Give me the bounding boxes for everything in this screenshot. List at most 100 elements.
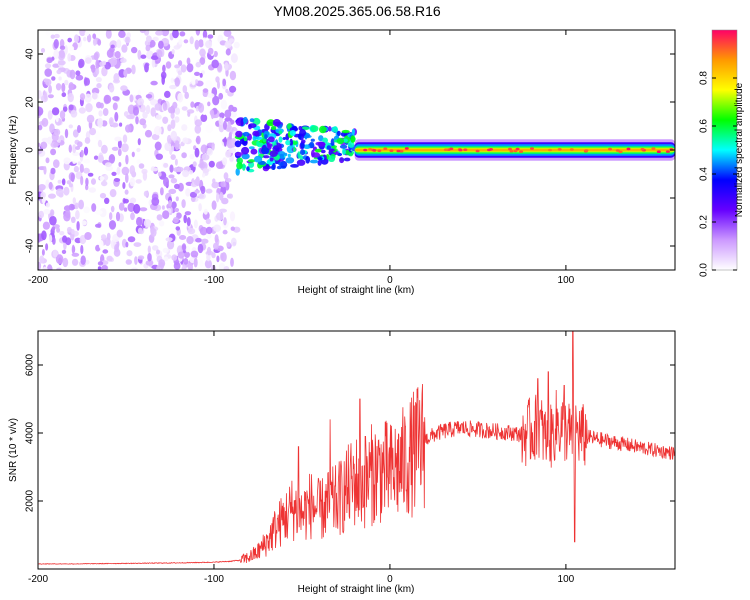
heatmap-cell (104, 197, 110, 204)
heatmap-cell (51, 76, 56, 81)
heatmap-cell (175, 196, 179, 202)
heatmap-cell (52, 249, 58, 258)
heatmap-cell (194, 147, 200, 158)
y-tick-label: 4000 (25, 421, 36, 444)
heatmap-cell (169, 164, 174, 173)
heatmap-cell (123, 198, 129, 204)
heatmap-cell (248, 123, 257, 128)
heatmap-cell (80, 244, 84, 255)
heatmap-cell (181, 124, 188, 131)
heatmap-cell (116, 39, 122, 49)
heatmap-cell (225, 178, 232, 183)
heatmap-cell (322, 137, 328, 144)
heatmap-cell (76, 221, 80, 231)
heatmap-cell (49, 215, 57, 226)
heatmap-cell (78, 60, 84, 69)
heatmap-cell (67, 92, 74, 103)
heatmap-cell (79, 30, 86, 37)
heatmap-cell (207, 47, 214, 55)
heatmap-cell (125, 259, 132, 265)
heatmap-cell (186, 57, 191, 65)
heatmap-cell (93, 52, 99, 61)
heatmap-cell (363, 148, 368, 152)
heatmap-cell (297, 151, 301, 159)
heatmap-cell (97, 117, 103, 128)
heatmap-cell (118, 202, 125, 211)
heatmap-cell (234, 152, 244, 157)
heatmap-cell (515, 147, 520, 151)
heatmap-cell (54, 33, 60, 39)
heatmap-cell (305, 156, 311, 164)
heatmap-cell (88, 187, 97, 193)
heatmap-cell (377, 149, 382, 153)
heatmap-cell (211, 200, 217, 210)
heatmap-cell (49, 123, 55, 134)
heatmap-cell (584, 149, 589, 152)
heatmap-cell (116, 229, 124, 238)
heatmap-cell (328, 126, 332, 132)
heatmap-cell (199, 259, 204, 268)
heatmap-cell (162, 64, 166, 73)
x-tick-label: 100 (558, 275, 575, 286)
heatmap-cell (140, 54, 147, 59)
heatmap-cell (180, 64, 187, 73)
snr-y-label: SNR (10 * v/v) (8, 418, 19, 482)
heatmap-cell (292, 125, 298, 132)
heatmap-cell (139, 207, 148, 212)
heatmap-cell (95, 77, 102, 83)
heatmap-cell (569, 148, 574, 151)
heatmap-cell (194, 189, 200, 194)
heatmap-cell (223, 136, 227, 147)
heatmap-cell (137, 227, 143, 234)
heatmap-cell (199, 157, 204, 168)
heatmap-cell (70, 172, 75, 183)
heatmap-cell (216, 212, 224, 221)
heatmap-cell (186, 236, 194, 245)
colorbar-tick-label: 0.2 (699, 215, 710, 229)
heatmap-cell (195, 30, 201, 36)
heatmap-cell (151, 58, 156, 68)
heatmap-cell (61, 249, 67, 254)
heatmap-cell (116, 166, 121, 175)
heatmap-cell (202, 173, 206, 178)
heatmap-cell (103, 174, 109, 181)
heatmap-cell (38, 184, 46, 191)
heatmap-cell (112, 102, 118, 111)
heatmap-cell (155, 114, 162, 120)
heatmap-cell (254, 136, 263, 140)
heatmap-cell (213, 224, 222, 232)
heatmap-cell (122, 134, 128, 143)
heatmap-cell (87, 33, 92, 43)
heatmap-cell (240, 118, 244, 127)
heatmap-cell (142, 171, 148, 181)
heatmap-cell (220, 99, 228, 110)
heatmap-cell (162, 210, 170, 220)
heatmap-cell (195, 79, 199, 84)
heatmap-cell (129, 197, 137, 204)
heatmap-cell (75, 146, 81, 150)
snr-frame (37, 330, 676, 570)
heatmap-cell (49, 209, 55, 217)
heatmap-cell (83, 159, 91, 164)
heatmap-cell (463, 148, 468, 151)
heatmap-cell (80, 175, 84, 186)
heatmap-cell (57, 60, 66, 66)
heatmap-cell (194, 71, 200, 76)
heatmap-cell (52, 236, 56, 245)
heatmap-cell (206, 232, 212, 239)
heatmap-cell (309, 141, 315, 148)
heatmap-cell (208, 160, 215, 168)
heatmap-cell (205, 40, 213, 49)
heatmap-cell (84, 232, 92, 240)
heatmap-cell (188, 170, 194, 175)
heatmap-cell (119, 122, 123, 127)
heatmap-cell (218, 262, 226, 270)
heatmap-cell (267, 136, 275, 143)
heatmap-cell (55, 83, 62, 91)
heatmap-cell (110, 44, 115, 49)
heatmap-cell (127, 236, 136, 243)
heatmap-cell (615, 149, 620, 152)
heatmap-cell (48, 84, 52, 94)
heatmap-cell (131, 46, 138, 54)
heatmap-cell (75, 70, 81, 76)
